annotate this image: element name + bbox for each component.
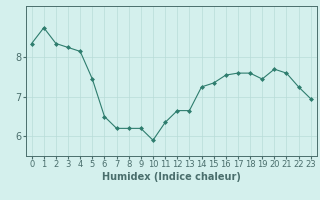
X-axis label: Humidex (Indice chaleur): Humidex (Indice chaleur) [102, 172, 241, 182]
